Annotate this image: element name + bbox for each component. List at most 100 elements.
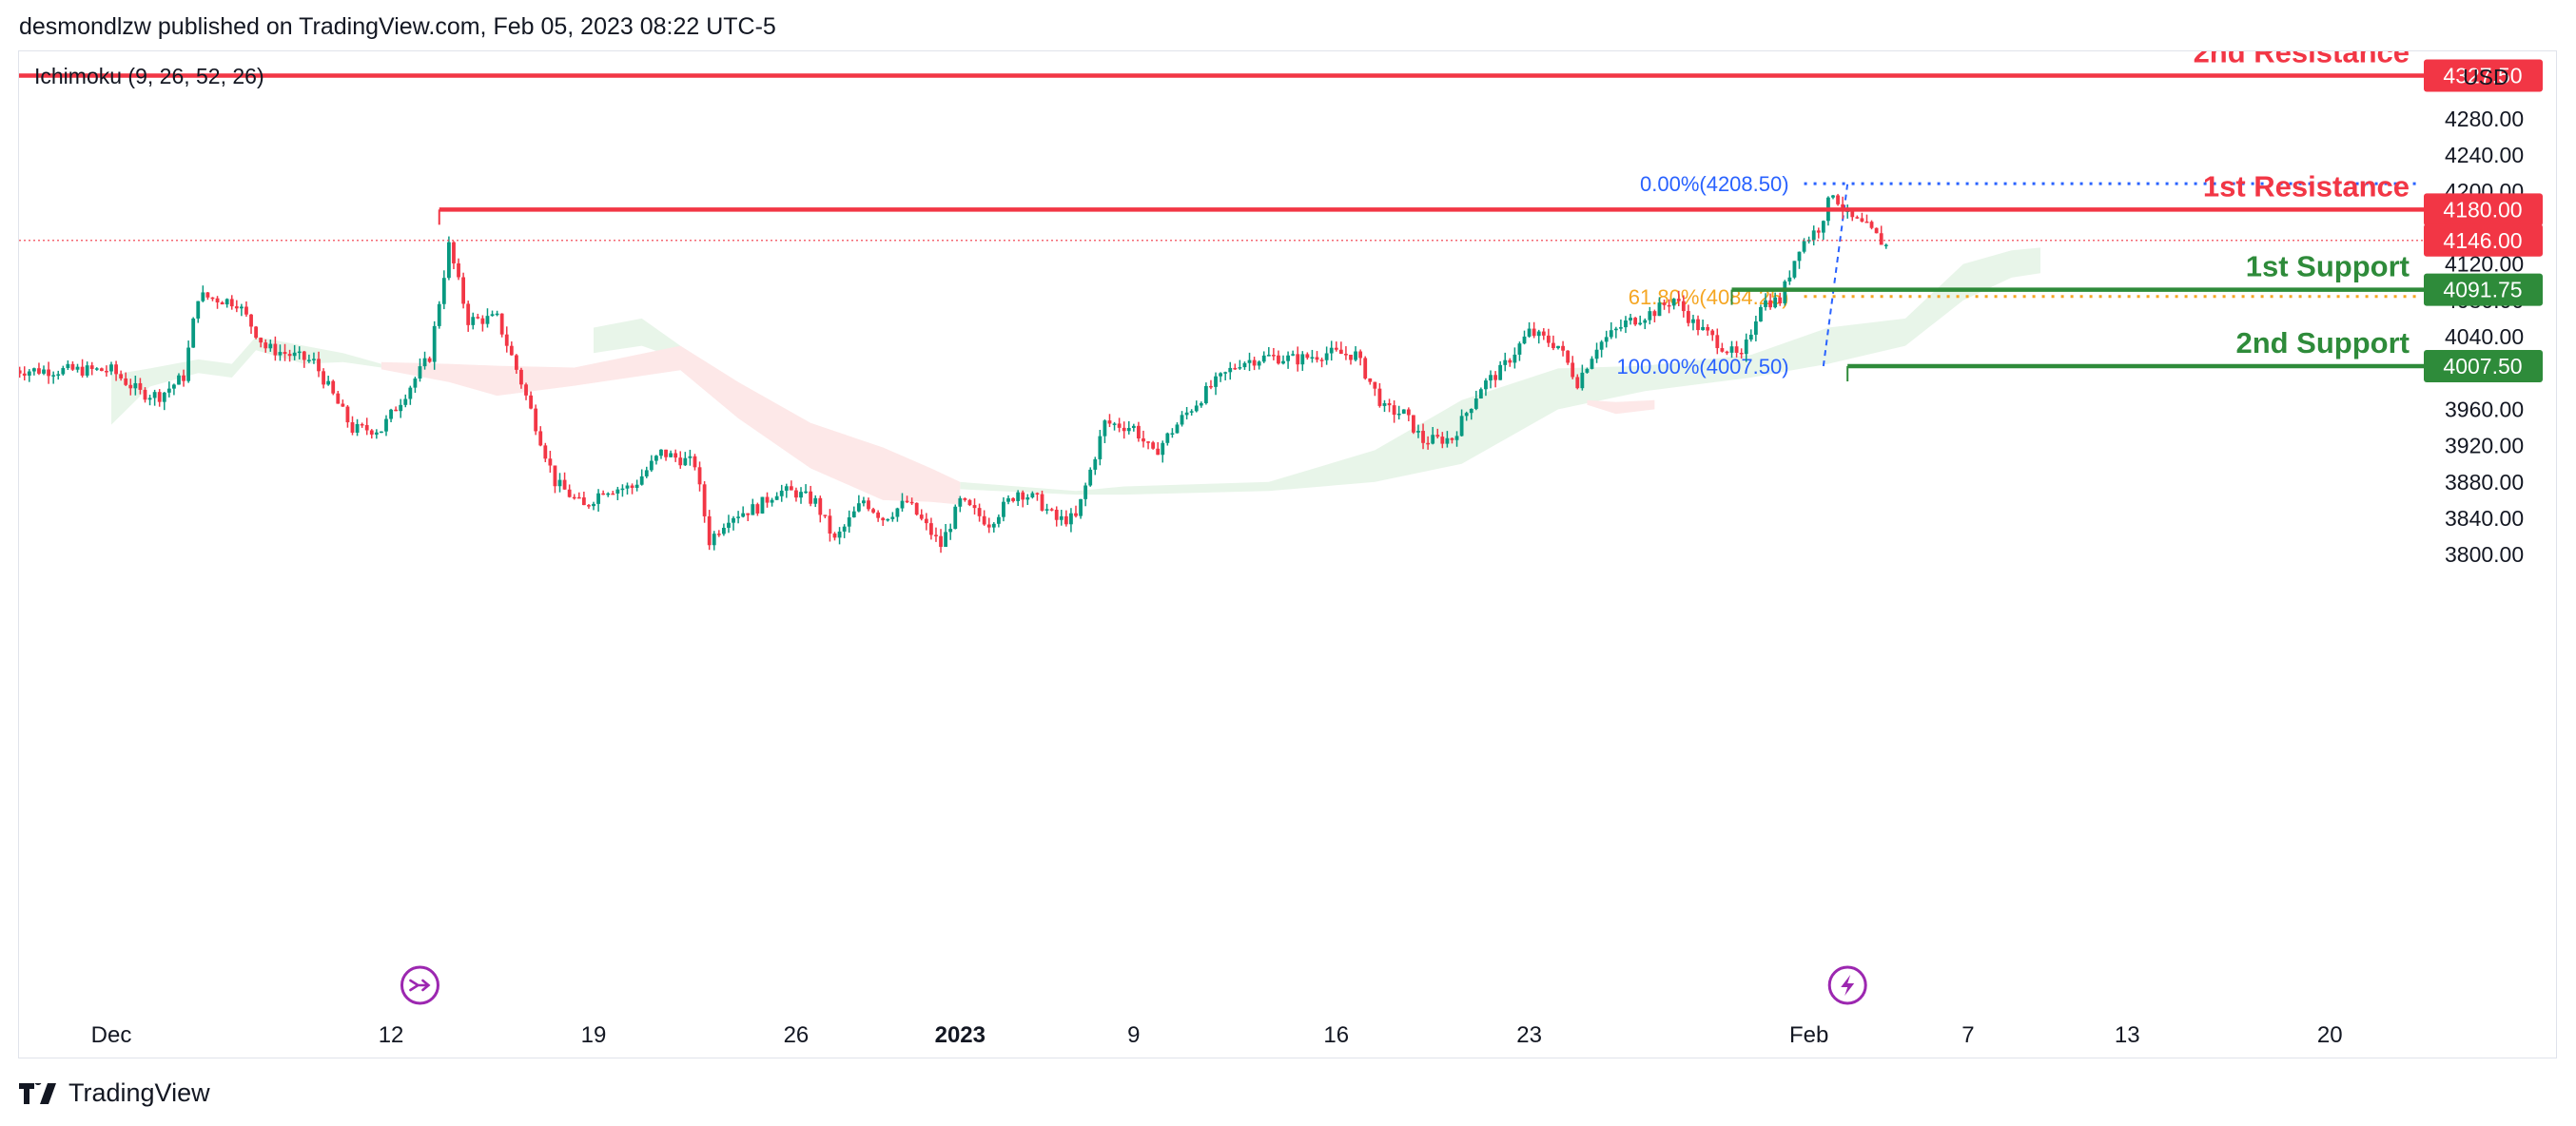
candle-body xyxy=(986,524,991,528)
price-tag-label[interactable]: 4146.00 xyxy=(2443,228,2522,253)
event-markers[interactable] xyxy=(400,965,1867,1005)
level-name-label[interactable]: 2nd Resistance xyxy=(2194,51,2410,69)
candle-body xyxy=(765,496,770,503)
candle-body xyxy=(630,485,634,488)
candle-body xyxy=(620,488,625,491)
candle-body xyxy=(890,516,895,519)
candle-body xyxy=(22,373,27,376)
candle-body xyxy=(828,515,832,534)
candle-body xyxy=(1517,343,1522,355)
candle-body xyxy=(249,314,253,327)
candle-body xyxy=(1759,306,1763,321)
price-chart[interactable]: 0.00%(4208.50)61.80%(4084.25)100.00%(400… xyxy=(19,51,2558,1059)
candle-body xyxy=(51,375,56,377)
candle-body xyxy=(322,371,325,385)
candle-body xyxy=(732,517,735,523)
candle-body xyxy=(1049,509,1054,511)
candle-body xyxy=(958,497,963,507)
candle-body xyxy=(1522,336,1527,344)
candle-body xyxy=(1652,311,1657,317)
fib-level-label[interactable]: 0.00%(4208.50) xyxy=(1640,172,1789,196)
candle-body xyxy=(977,508,982,516)
earnings-lightning-icon[interactable] xyxy=(1827,965,1867,1005)
level-name-label[interactable]: 1st Support xyxy=(2246,250,2410,283)
candle-body xyxy=(1686,311,1690,323)
candle-body xyxy=(1629,318,1632,320)
candle-body xyxy=(1426,442,1431,445)
candle-body xyxy=(205,292,210,298)
candle-body xyxy=(210,297,215,300)
x-tick-label: 13 xyxy=(2115,1022,2140,1048)
candle-body xyxy=(1300,354,1305,365)
candle-body xyxy=(259,338,263,343)
candle-body xyxy=(755,504,760,514)
price-tag-label[interactable]: 4327.50 xyxy=(2443,64,2522,88)
indicator-legend[interactable]: Ichimoku (9, 26, 52, 26) xyxy=(34,64,264,88)
candle-body xyxy=(1802,241,1806,252)
candle-body xyxy=(1354,351,1357,360)
candle-body xyxy=(1512,354,1517,363)
candle-body xyxy=(1864,221,1869,223)
support-resistance-levels[interactable]: 2nd Resistance 1st Resistance 1st Support 2… xyxy=(19,51,2435,382)
candle-body xyxy=(1459,416,1464,437)
candle-body xyxy=(1691,319,1695,323)
candle-body xyxy=(991,523,996,528)
price-tag-label[interactable]: 4180.00 xyxy=(2443,197,2522,222)
candle-body xyxy=(1334,347,1338,350)
candle-body xyxy=(1002,501,1005,517)
price-tag[interactable] xyxy=(2424,59,2543,92)
candle-body xyxy=(109,364,113,372)
candle-body xyxy=(1170,433,1175,435)
candle-body xyxy=(312,359,316,360)
candle-body xyxy=(278,352,283,356)
candle-body xyxy=(1277,355,1280,364)
candle-body xyxy=(1624,320,1628,328)
candle-body xyxy=(615,489,620,494)
candle-body xyxy=(982,515,986,525)
price-tag[interactable] xyxy=(2424,193,2543,226)
level-name-label[interactable]: 1st Resistance xyxy=(2203,169,2410,203)
candle-body xyxy=(1484,380,1488,390)
level-name-label[interactable]: 2nd Support xyxy=(2235,326,2410,359)
fibonacci-retracement[interactable]: 0.00%(4208.50)61.80%(4084.25)100.00%(400… xyxy=(1617,172,2421,379)
candle-body xyxy=(1016,492,1021,501)
y-tick-label: 3880.00 xyxy=(2445,470,2524,495)
candle-body xyxy=(587,505,591,507)
price-tag-label[interactable]: 4091.75 xyxy=(2443,278,2522,302)
candle-body xyxy=(75,366,80,370)
candle-body xyxy=(1310,357,1315,359)
candle-body xyxy=(862,500,866,504)
price-tag-label[interactable]: 4007.50 xyxy=(2443,354,2522,379)
x-tick-label: 20 xyxy=(2317,1022,2343,1048)
candle-body xyxy=(1729,346,1734,353)
price-tag[interactable] xyxy=(2424,273,2543,306)
candle-body xyxy=(244,306,248,315)
candlesticks xyxy=(19,193,1888,553)
candle-body xyxy=(490,314,495,317)
price-tag[interactable] xyxy=(2424,223,2543,257)
candle-body xyxy=(697,467,702,485)
time-axis[interactable]: Dec 12 19 26 2023 9 16 23 Feb 7 13 20 xyxy=(91,1022,2343,1048)
candle-body xyxy=(534,408,538,432)
chart-frame[interactable]: 0.00%(4208.50) 61.80%(4084.25) 100.00%(400… xyxy=(18,50,2557,1058)
candle-body xyxy=(1783,281,1787,304)
candle-body xyxy=(1536,331,1541,337)
candle-body xyxy=(876,512,881,518)
candle-body xyxy=(1117,423,1122,428)
x-tick-label: 7 xyxy=(1961,1022,1974,1048)
candle-body xyxy=(1715,335,1720,349)
candle-body xyxy=(1478,389,1483,399)
split-arrow-icon[interactable] xyxy=(400,965,439,1005)
fib-level-label[interactable]: 100.00%(4007.50) xyxy=(1617,355,1789,379)
candle-body xyxy=(939,535,943,547)
candle-body xyxy=(596,493,600,504)
candle-body xyxy=(1879,233,1883,245)
candle-body xyxy=(900,500,905,509)
candle-body xyxy=(1836,195,1840,204)
price-tag[interactable] xyxy=(2424,350,2543,383)
candle-body xyxy=(1821,221,1825,233)
candle-body xyxy=(85,365,89,376)
candle-body xyxy=(1860,218,1864,222)
candle-body xyxy=(364,424,369,431)
price-axis[interactable]: 4320.004280.004240.004200.004160.004120.… xyxy=(2424,59,2543,568)
